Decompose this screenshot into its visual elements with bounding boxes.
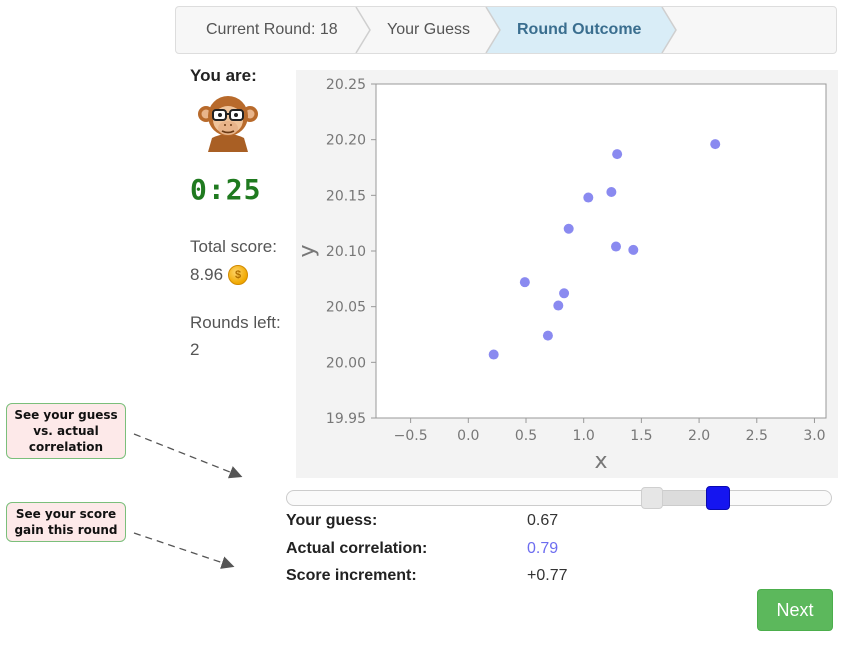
scatter-point	[612, 149, 623, 160]
actual-correlation-handle	[641, 487, 663, 509]
guess-slider-handle[interactable]	[706, 486, 730, 510]
scatter-point	[519, 277, 530, 288]
scatter-point	[583, 192, 594, 203]
round-timer: 0:25	[190, 173, 262, 206]
scatter-point	[542, 330, 553, 341]
callout-guess-vs-actual: See your guess vs. actual correlation	[6, 403, 126, 459]
your-guess-label: Your guess:	[286, 512, 378, 529]
callout-arrow-score	[133, 532, 235, 569]
scatter-point	[611, 241, 621, 252]
y-tick-label: 20.10	[326, 244, 366, 260]
plot-area	[375, 83, 827, 419]
coin-icon: $	[228, 265, 248, 285]
scatter-point	[628, 244, 639, 255]
you-are-label: You are:	[190, 66, 257, 85]
actual-correlation-value: 0.79	[527, 540, 559, 557]
y-tick-label: 20.05	[326, 300, 366, 316]
breadcrumb-separator	[355, 7, 371, 53]
x-tick-label: 0.5	[515, 428, 537, 444]
breadcrumb-step-round-outcome: Round Outcome	[517, 21, 642, 38]
y-tick-label: 20.25	[326, 77, 366, 93]
x-tick-label: 1.5	[630, 428, 652, 444]
callout-score-gain: See your score gain this round	[6, 502, 126, 542]
total-score-value: 8.96	[190, 265, 224, 284]
scatter-point	[606, 186, 617, 197]
x-tick-label: 2.0	[688, 428, 710, 444]
x-tick-label: 1.0	[573, 428, 595, 444]
scatter-point	[559, 288, 570, 299]
breadcrumb-step-your-guess: Your Guess	[387, 21, 471, 38]
x-tick-label: 0.0	[457, 428, 479, 444]
rounds-left-value: 2	[190, 340, 200, 359]
x-tick-label: 3.0	[803, 428, 825, 444]
next-button[interactable]: Next	[757, 589, 833, 631]
x-tick-label: −0.5	[394, 428, 428, 444]
y-tick-label: 20.15	[326, 188, 366, 204]
slider-range-between-values	[651, 491, 717, 505]
breadcrumb-separator	[661, 7, 677, 53]
breadcrumb-separator	[485, 7, 501, 53]
y-axis-label: y	[296, 244, 320, 257]
scatter-chart-svg: −0.5 0.0 0.5 1.0 1.5 2.0 2.5 3.0 19.95 20.00 20.05…	[295, 77, 827, 474]
breadcrumb-step-current-round: Current Round: 18	[206, 21, 338, 38]
monkey-with-glasses-icon	[198, 96, 258, 152]
y-tick-label: 20.20	[326, 133, 366, 149]
y-tick-label: 19.95	[326, 411, 366, 427]
x-axis-label: x	[594, 449, 607, 474]
scatter-point	[553, 300, 564, 311]
callout-arrow-guess	[133, 433, 243, 479]
score-increment-value: +0.77	[527, 567, 568, 584]
y-tick-label: 20.00	[326, 355, 366, 371]
scatter-point	[563, 223, 574, 234]
total-score-label: Total score:	[190, 237, 277, 256]
score-increment-label: Score increment:	[286, 567, 417, 584]
breadcrumb: Current Round: 18 Your Guess Round Outco…	[175, 6, 837, 54]
scatter-chart: −0.5 0.0 0.5 1.0 1.5 2.0 2.5 3.0 19.95 20.00 20.05…	[295, 70, 838, 478]
actual-correlation-label: Actual correlation:	[286, 540, 428, 557]
breadcrumb-arrows	[355, 7, 677, 53]
breadcrumb-active-bg	[486, 7, 676, 53]
x-tick-label: 2.5	[746, 428, 768, 444]
your-guess-value: 0.67	[527, 512, 559, 529]
scatter-point	[488, 349, 499, 360]
rounds-left-label: Rounds left:	[190, 313, 281, 332]
scatter-point	[710, 139, 721, 150]
